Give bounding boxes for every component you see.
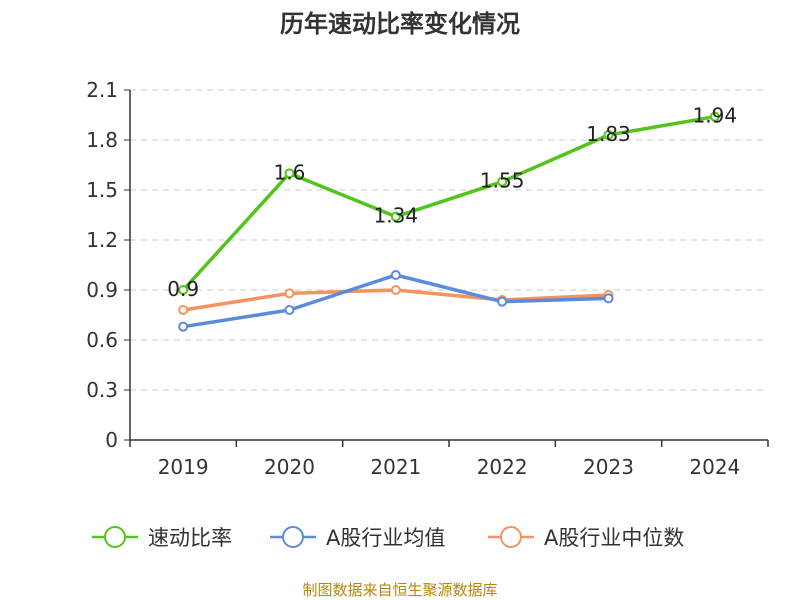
data-label: 1.83 [586,122,631,146]
data-label: 0.9 [167,277,199,301]
y-tick-label: 1.5 [86,178,118,202]
legend-swatch-marker [104,526,126,548]
x-tick-label: 2020 [264,455,315,479]
x-tick-label: 2019 [158,455,209,479]
y-tick-label: 0.6 [86,328,118,352]
x-tick-label: 2022 [477,455,528,479]
legend-swatch-marker [282,526,304,548]
axes: 0 0.3 0.6 0.9 1.2 1.5 1.8 2.1 2019 2020 2021 2022 20… [86,78,769,479]
x-tick-label: 2024 [689,455,740,479]
data-point [390,285,401,295]
data-point [284,305,295,315]
source-note: 制图数据来自恒生聚源数据库 [302,581,497,599]
data-point [178,285,189,295]
series-layer: 0.9 1.6 1.34 1.55 1.83 1.94 [167,104,738,332]
data-label: 1.94 [693,104,738,128]
legend: 速动比率 A股行业均值 A股行业中位数 [92,526,684,550]
y-tick-label: 0.3 [86,378,118,402]
y-tick-label: 1.2 [86,228,118,252]
data-point [497,296,508,307]
data-point [603,130,614,140]
data-point [603,293,614,304]
data-label: 1.6 [274,160,306,184]
series-line [181,114,716,292]
data-label: 1.55 [480,169,525,193]
data-point [178,321,189,332]
legend-label: A股行业中位数 [544,526,684,550]
data-label: 1.34 [374,204,419,228]
x-tick-label: 2023 [583,455,634,479]
x-tick-label: 2021 [370,455,421,479]
data-point [497,176,508,187]
legend-label: A股行业均值 [326,526,445,550]
y-tick-label: 2.1 [86,78,118,102]
y-tick-label: 0.9 [86,278,118,302]
data-point [390,270,401,280]
chart-title: 历年速动比率变化情况 [280,10,520,38]
y-tick-label: 0 [105,428,118,452]
data-point [390,211,401,222]
legend-label: 速动比率 [148,526,232,550]
y-tick-label: 1.8 [86,128,118,152]
data-point [709,111,720,122]
grid [130,89,768,391]
data-point [284,288,295,299]
data-point [284,168,295,179]
data-point [178,305,189,315]
legend-swatch-marker [500,526,522,548]
